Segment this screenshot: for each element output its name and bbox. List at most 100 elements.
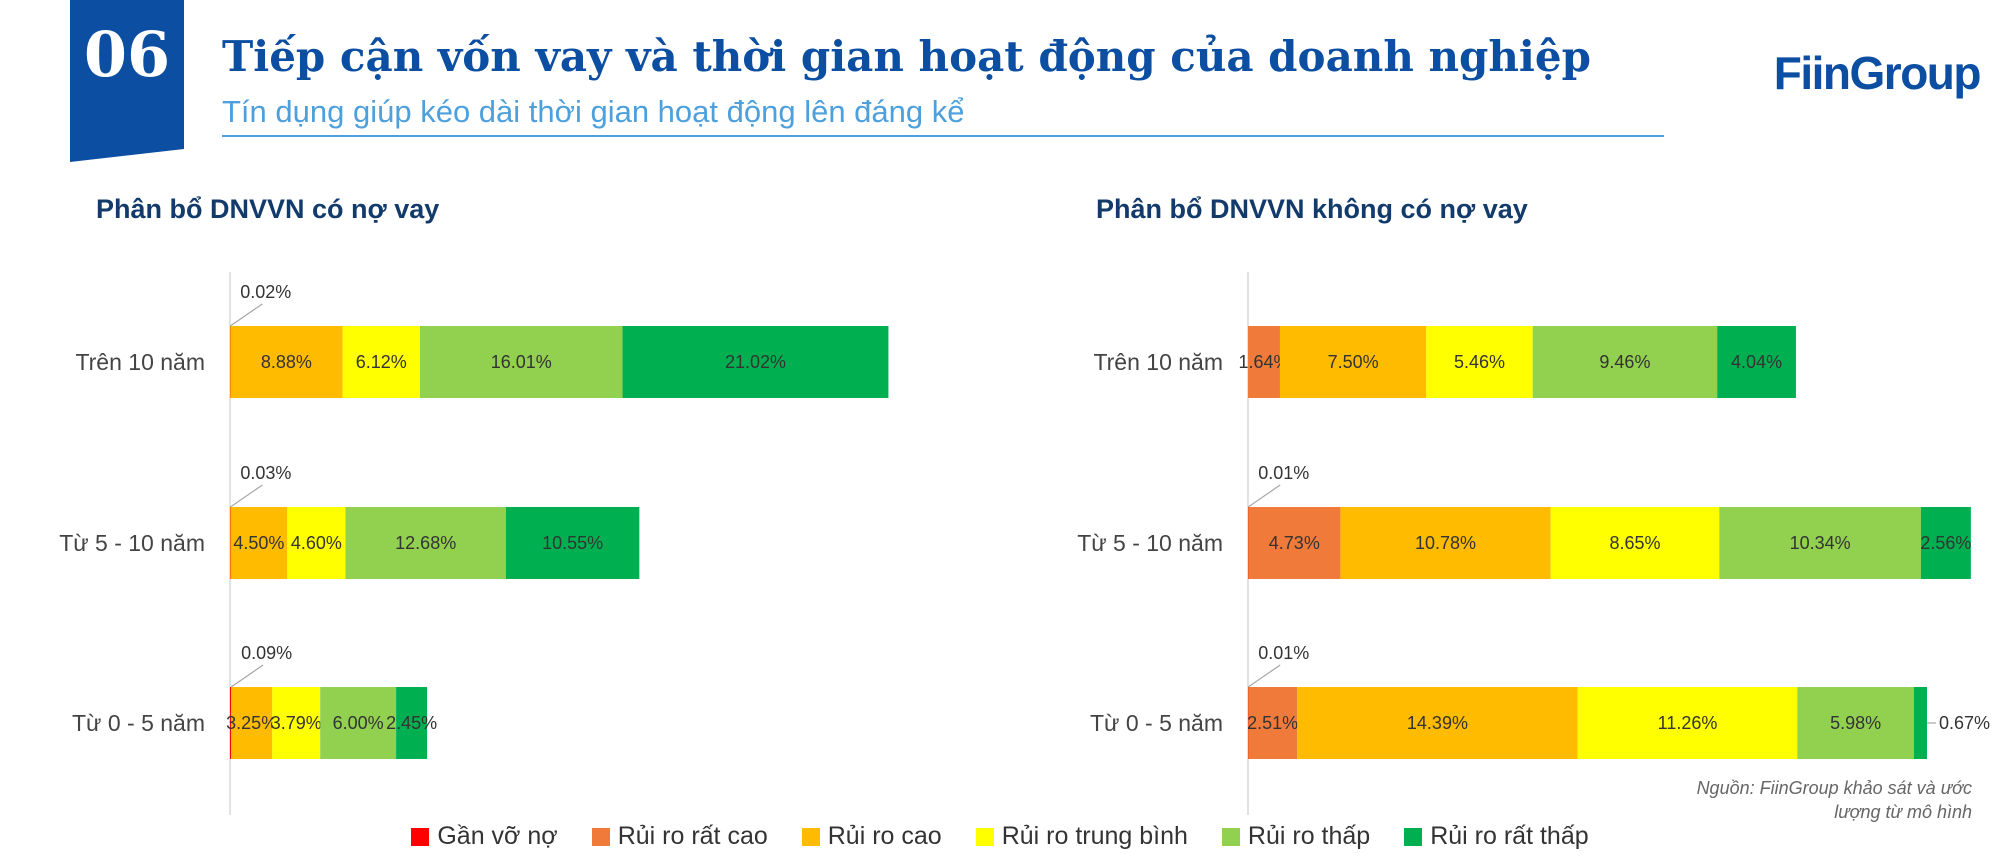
bar-rui-ro-rat-thap-tren-10-nam (1717, 326, 1796, 398)
legend-label: Rủi ro trung bình (1001, 822, 1188, 850)
leader-line (1247, 484, 1281, 508)
data-label-rui-ro-cao-tu-0-5-nam: 3.25% (226, 713, 277, 733)
bar-rui-ro-cao-tu-0-5-nam (231, 687, 273, 759)
data-label-rui-ro-trung-binh-tren-10-nam: 6.12% (356, 352, 407, 372)
data-label-rui-ro-cao-tren-10-nam: 7.50% (1328, 352, 1379, 372)
data-label-gan-vo-no-tu-5-10-nam: 0.01% (1258, 463, 1309, 483)
chart-1-category-label: Từ 0 - 5 năm (72, 710, 205, 736)
legend-item-rui-ro-thap: Rủi ro thấp (1221, 822, 1371, 851)
data-label-rui-ro-trung-binh-tu-5-10-nam: 4.60% (291, 533, 342, 553)
data-label-gan-vo-no-tu-0-5-nam: 0.01% (1258, 643, 1309, 663)
chart-2-category-label: Từ 5 - 10 năm (1077, 530, 1223, 556)
leader-line (1247, 664, 1281, 688)
data-label-rui-ro-rat-thap-tu-0-5-nam: 2.45% (386, 713, 437, 733)
bar-rui-ro-rat-cao-tu-0-5-nam (1248, 687, 1298, 759)
legend-swatch (975, 827, 994, 846)
bar-rui-ro-cao-tu-0-5-nam (1297, 687, 1578, 759)
source-note-line-1: Nguồn: FiinGroup khảo sát và ước (1696, 778, 1972, 798)
section-number: 06 (83, 18, 171, 91)
data-label-rui-ro-thap-tren-10-nam: 9.46% (1599, 352, 1650, 372)
legend-swatch (591, 827, 610, 846)
source-note-line-2: lượng từ mô hình (1834, 802, 1972, 822)
bar-rui-ro-thap-tren-10-nam (420, 326, 623, 398)
data-label-gan-vo-no-tren-10-nam: 0.02% (240, 282, 291, 302)
fiingroup-logo: FiinGroup (1773, 47, 1982, 99)
data-label-rui-ro-rat-cao-tu-5-10-nam: 4.73% (1269, 533, 1320, 553)
chart-2-category-label: Từ 0 - 5 năm (1090, 710, 1223, 736)
data-label-rui-ro-cao-tu-5-10-nam: 4.50% (233, 533, 284, 553)
legend-label: Rủi ro thấp (1247, 822, 1371, 850)
data-label-rui-ro-thap-tu-0-5-nam: 6.00% (333, 713, 384, 733)
bar-rui-ro-rat-thap-tu-0-5-nam (396, 687, 428, 759)
chart-title-with-loans: Phân bổ DNVVN có nợ vay (96, 194, 440, 224)
data-label-rui-ro-thap-tu-0-5-nam: 5.98% (1830, 713, 1881, 733)
data-label-rui-ro-thap-tu-5-10-nam: 12.68% (395, 533, 456, 553)
leader-line (230, 664, 264, 688)
bar-rui-ro-thap-tu-5-10-nam (345, 507, 506, 579)
leader-line (230, 484, 263, 508)
bar-rui-ro-rat-cao-tren-10-nam (1248, 326, 1280, 398)
legend-item-rui-ro-rat-cao: Rủi ro rất cao (591, 822, 768, 851)
data-label-rui-ro-thap-tren-10-nam: 16.01% (491, 352, 552, 372)
data-label-rui-ro-rat-thap-tu-0-5-nam: 0.67% (1939, 713, 1990, 733)
data-label-rui-ro-rat-thap-tu-5-10-nam: 2.56% (1920, 533, 1971, 553)
data-label-rui-ro-rat-thap-tren-10-nam: 21.02% (725, 352, 786, 372)
legend-swatch (1404, 827, 1423, 846)
bar-rui-ro-rat-thap-tu-5-10-nam (1920, 507, 1971, 579)
data-label-gan-vo-no-tu-0-5-nam: 0.09% (241, 643, 292, 663)
bar-rui-ro-trung-binh-tu-0-5-nam (272, 687, 321, 759)
legend-item-rui-ro-trung-binh: Rủi ro trung bình (975, 822, 1188, 851)
legend-item-rui-ro-cao: Rủi ro cao (801, 822, 942, 851)
legend-item-rui-ro-rat-thap: Rủi ro rất thấp (1404, 822, 1589, 851)
legend-swatch (411, 827, 430, 846)
bar-gan-vo-no-tu-0-5-nam (230, 687, 232, 759)
data-label-rui-ro-rat-thap-tu-5-10-nam: 10.55% (542, 533, 603, 553)
data-label-rui-ro-rat-thap-tren-10-nam: 4.04% (1731, 352, 1782, 372)
bar-rui-ro-thap-tu-0-5-nam (320, 687, 397, 759)
page-title: Tiếp cận vốn vay và thời gian hoạt động … (222, 32, 1591, 81)
bar-rui-ro-cao-tu-5-10-nam (1340, 507, 1551, 579)
bar-rui-ro-rat-thap-tu-0-5-nam (1913, 687, 1927, 759)
data-label-rui-ro-rat-cao-tu-0-5-nam: 2.51% (1247, 713, 1298, 733)
legend-swatch (1221, 827, 1240, 846)
chart-legend: Gần vỡ nợ Rủi ro rất cao Rủi ro cao Rủi ro … (0, 822, 2000, 851)
data-label-gan-vo-no-tu-5-10-nam: 0.03% (240, 463, 291, 483)
data-label-rui-ro-trung-binh-tu-0-5-nam: 11.26% (1658, 713, 1718, 733)
data-label-rui-ro-thap-tu-5-10-nam: 10.34% (1790, 533, 1851, 553)
data-label-rui-ro-trung-binh-tren-10-nam: 5.46% (1454, 352, 1505, 372)
data-label-rui-ro-cao-tu-0-5-nam: 14.39% (1407, 713, 1468, 733)
bar-rui-ro-thap-tren-10-nam (1532, 326, 1718, 398)
data-label-rui-ro-cao-tu-5-10-nam: 10.78% (1415, 533, 1476, 553)
bar-rui-ro-trung-binh-tu-5-10-nam (1550, 507, 1720, 579)
bar-rui-ro-rat-thap-tu-5-10-nam (505, 507, 640, 579)
chart-1-category-label: Trên 10 năm (75, 349, 205, 375)
bar-rui-ro-cao-tu-5-10-nam (230, 507, 288, 579)
legend-label: Rủi ro rất cao (617, 822, 768, 850)
bar-gan-vo-no-tu-5-10-nam (230, 507, 231, 579)
bar-rui-ro-thap-tu-0-5-nam (1797, 687, 1914, 759)
bar-rui-ro-rat-thap-tren-10-nam (622, 326, 889, 398)
source-note: Nguồn: FiinGroup khảo sát và ước lượng t… (1642, 776, 1972, 824)
chart-2-category-label: Trên 10 năm (1093, 349, 1223, 375)
bar-rui-ro-rat-cao-tu-5-10-nam (1248, 507, 1341, 579)
title-divider (222, 135, 1664, 137)
chart-1-category-label: Từ 5 - 10 năm (59, 530, 205, 556)
bar-rui-ro-cao-tren-10-nam (1279, 326, 1427, 398)
page-subtitle: Tín dụng giúp kéo dài thời gian hoạt độn… (222, 94, 965, 129)
section-badge: 06 (70, 0, 184, 162)
legend-label: Rủi ro cao (827, 822, 942, 850)
data-label-rui-ro-trung-binh-tu-0-5-nam: 3.79% (271, 713, 322, 733)
chart-title-without-loans: Phân bổ DNVVN không có nợ vay (1096, 194, 1528, 224)
leader-line (229, 303, 263, 327)
legend-item-gan-vo-no: Gần vỡ nợ (411, 822, 558, 851)
bar-rui-ro-trung-binh-tu-0-5-nam (1577, 687, 1798, 759)
data-label-rui-ro-trung-binh-tu-5-10-nam: 8.65% (1609, 533, 1660, 553)
bar-rui-ro-trung-binh-tren-10-nam (342, 326, 421, 398)
legend-swatch (801, 827, 820, 846)
bar-rui-ro-thap-tu-5-10-nam (1719, 507, 1921, 579)
legend-label: Gần vỡ nợ (437, 822, 558, 850)
legend-label: Rủi ro rất thấp (1430, 822, 1589, 850)
bar-rui-ro-cao-tren-10-nam (230, 326, 343, 398)
data-label-rui-ro-rat-cao-tren-10-nam: 1.64% (1238, 352, 1289, 372)
